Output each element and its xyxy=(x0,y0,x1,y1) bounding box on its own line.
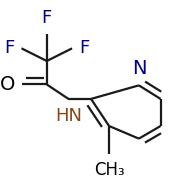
Text: F: F xyxy=(4,39,14,57)
Text: N: N xyxy=(132,59,146,78)
Text: O: O xyxy=(0,75,15,94)
Text: F: F xyxy=(79,39,90,57)
Text: CH₃: CH₃ xyxy=(94,161,124,179)
Text: HN: HN xyxy=(55,107,82,125)
Text: F: F xyxy=(42,9,52,27)
